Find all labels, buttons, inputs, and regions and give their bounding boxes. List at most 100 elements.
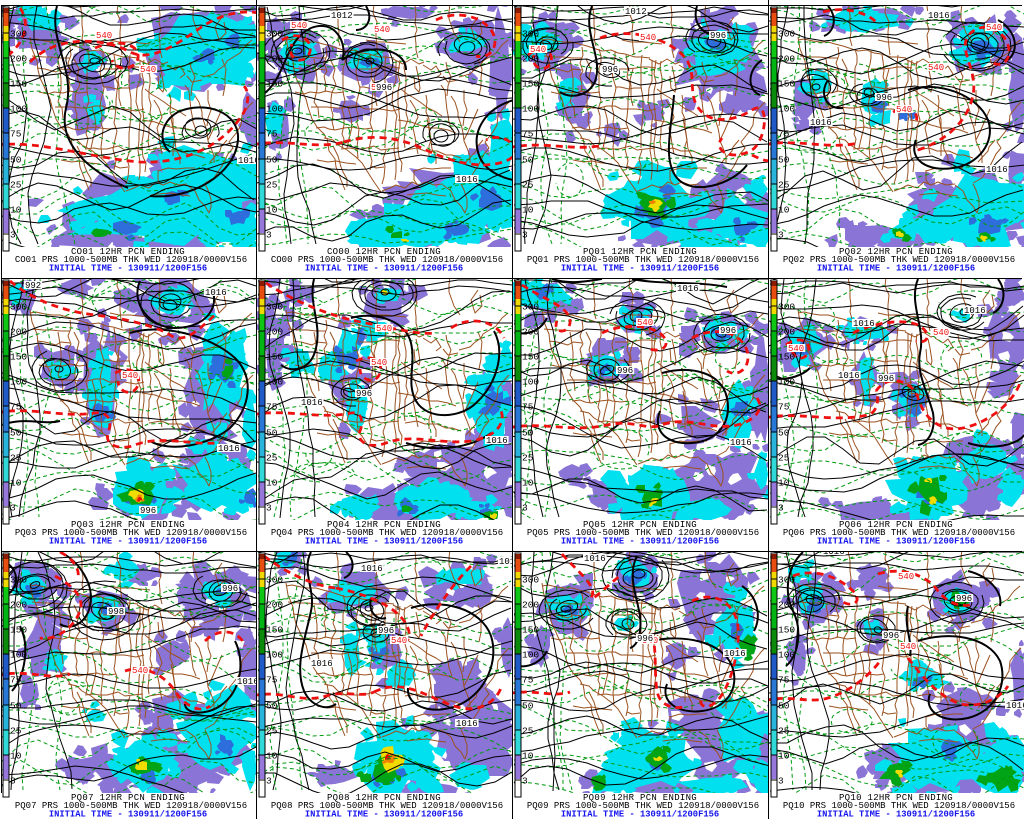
svg-text:INITIAL TIME - 130911/1200F156: INITIAL TIME - 130911/1200F156 — [561, 537, 719, 547]
svg-text:PQ06 PRS 1000-500MB THK WED 12: PQ06 PRS 1000-500MB THK WED 120918/0000V… — [783, 528, 1015, 538]
svg-text:300: 300 — [10, 302, 27, 313]
svg-text:200: 200 — [10, 54, 27, 65]
svg-text:996: 996 — [222, 584, 238, 594]
svg-text:100: 100 — [522, 104, 539, 115]
svg-text:1016: 1016 — [986, 165, 1008, 175]
svg-text:200: 200 — [778, 600, 795, 611]
svg-text:3: 3 — [266, 776, 272, 787]
svg-text:75: 75 — [10, 129, 22, 140]
svg-text:75: 75 — [10, 402, 22, 413]
svg-text:25: 25 — [10, 180, 22, 191]
svg-text:50: 50 — [266, 155, 278, 166]
svg-text:INITIAL TIME - 130911/1200F156: INITIAL TIME - 130911/1200F156 — [305, 537, 463, 547]
svg-text:100: 100 — [778, 377, 795, 388]
svg-text:300: 300 — [266, 575, 283, 586]
svg-text:150: 150 — [522, 625, 539, 636]
svg-text:540: 540 — [140, 65, 156, 75]
svg-text:300: 300 — [266, 29, 283, 40]
svg-text:25: 25 — [522, 726, 534, 737]
svg-text:INITIAL TIME - 130911/1200F156: INITIAL TIME - 130911/1200F156 — [561, 810, 719, 819]
svg-text:10: 10 — [10, 751, 22, 762]
svg-text:540: 540 — [96, 31, 112, 41]
svg-text:50: 50 — [266, 428, 278, 439]
svg-text:75: 75 — [778, 402, 790, 413]
svg-text:3: 3 — [10, 503, 16, 514]
svg-text:PQ06 12HR PCN ENDING: PQ06 12HR PCN ENDING — [839, 520, 953, 530]
svg-text:996: 996 — [710, 31, 726, 41]
svg-text:25: 25 — [778, 726, 790, 737]
svg-text:540: 540 — [640, 33, 656, 43]
svg-text:200: 200 — [10, 327, 27, 338]
svg-text:300: 300 — [10, 29, 27, 40]
svg-text:1016: 1016 — [584, 554, 606, 564]
svg-text:540: 540 — [371, 358, 387, 368]
svg-text:200: 200 — [266, 54, 283, 65]
svg-text:75: 75 — [266, 675, 278, 686]
svg-text:540: 540 — [291, 21, 307, 31]
svg-text:25: 25 — [778, 453, 790, 464]
svg-text:100: 100 — [778, 104, 795, 115]
svg-text:PQ05 12HR PCN ENDING: PQ05 12HR PCN ENDING — [583, 520, 697, 530]
svg-text:200: 200 — [778, 54, 795, 65]
svg-text:50: 50 — [10, 155, 22, 166]
svg-text:540: 540 — [986, 23, 1002, 33]
svg-text:75: 75 — [522, 402, 534, 413]
svg-text:1016: 1016 — [456, 175, 478, 185]
svg-text:540: 540 — [898, 572, 914, 582]
svg-text:INITIAL TIME - 130911/1200F156: INITIAL TIME - 130911/1200F156 — [49, 264, 207, 274]
svg-text:996: 996 — [617, 366, 633, 376]
svg-text:CO01 PRS 1000-500MB THK WED 12: CO01 PRS 1000-500MB THK WED 120918/0000V… — [15, 255, 247, 265]
svg-text:10: 10 — [10, 478, 22, 489]
svg-text:540: 540 — [933, 328, 949, 338]
svg-text:25: 25 — [522, 453, 534, 464]
svg-text:300: 300 — [522, 302, 539, 313]
svg-text:10: 10 — [266, 478, 278, 489]
svg-text:1016: 1016 — [1006, 701, 1024, 711]
svg-text:25: 25 — [522, 180, 534, 191]
svg-text:25: 25 — [10, 453, 22, 464]
svg-text:996: 996 — [956, 594, 972, 604]
svg-text:150: 150 — [10, 625, 27, 636]
svg-text:INITIAL TIME - 130911/1200F156: INITIAL TIME - 130911/1200F156 — [305, 810, 463, 819]
svg-text:540: 540 — [391, 636, 407, 646]
svg-text:3: 3 — [10, 776, 16, 787]
svg-text:150: 150 — [266, 625, 283, 636]
svg-text:1016: 1016 — [205, 288, 227, 298]
svg-text:150: 150 — [10, 352, 27, 363]
svg-text:100: 100 — [10, 650, 27, 661]
svg-text:PQ09 12HR PCN ENDING: PQ09 12HR PCN ENDING — [583, 793, 697, 803]
svg-text:3: 3 — [522, 230, 528, 241]
svg-text:996: 996 — [376, 83, 392, 93]
svg-text:150: 150 — [778, 352, 795, 363]
svg-text:200: 200 — [266, 327, 283, 338]
svg-text:540: 540 — [122, 371, 138, 381]
svg-text:10: 10 — [778, 478, 790, 489]
svg-text:CO01 12HR PCN ENDING: CO01 12HR PCN ENDING — [71, 247, 185, 257]
svg-text:300: 300 — [522, 29, 539, 40]
svg-text:PQ05 PRS 1000-500MB THK WED 12: PQ05 PRS 1000-500MB THK WED 120918/0000V… — [527, 528, 759, 538]
svg-text:3: 3 — [10, 230, 16, 241]
svg-text:75: 75 — [778, 675, 790, 686]
svg-text:1016: 1016 — [237, 677, 256, 687]
svg-text:998: 998 — [108, 607, 124, 617]
svg-text:150: 150 — [266, 352, 283, 363]
svg-text:300: 300 — [778, 29, 795, 40]
svg-text:992: 992 — [25, 281, 41, 291]
svg-text:1016: 1016 — [724, 649, 746, 659]
svg-text:1016: 1016 — [730, 438, 752, 448]
svg-text:INITIAL TIME - 130911/1200F156: INITIAL TIME - 130911/1200F156 — [561, 264, 719, 274]
svg-text:540: 540 — [637, 318, 653, 328]
svg-text:150: 150 — [522, 352, 539, 363]
svg-text:540: 540 — [132, 666, 148, 676]
svg-text:540: 540 — [376, 324, 392, 334]
svg-text:540: 540 — [928, 63, 944, 73]
svg-text:996: 996 — [876, 93, 892, 103]
svg-text:996: 996 — [140, 506, 156, 516]
svg-text:INITIAL TIME - 130911/1200F156: INITIAL TIME - 130911/1200F156 — [49, 810, 207, 819]
svg-text:996: 996 — [356, 389, 372, 399]
svg-text:1016: 1016 — [838, 371, 860, 381]
svg-text:PQ01 PRS 1000-500MB THK WED 12: PQ01 PRS 1000-500MB THK WED 120918/0000V… — [527, 255, 759, 265]
svg-text:1016: 1016 — [823, 547, 845, 557]
svg-text:PQ07 12HR PCN ENDING: PQ07 12HR PCN ENDING — [71, 793, 185, 803]
svg-text:PQ08 12HR PCN ENDING: PQ08 12HR PCN ENDING — [327, 793, 441, 803]
